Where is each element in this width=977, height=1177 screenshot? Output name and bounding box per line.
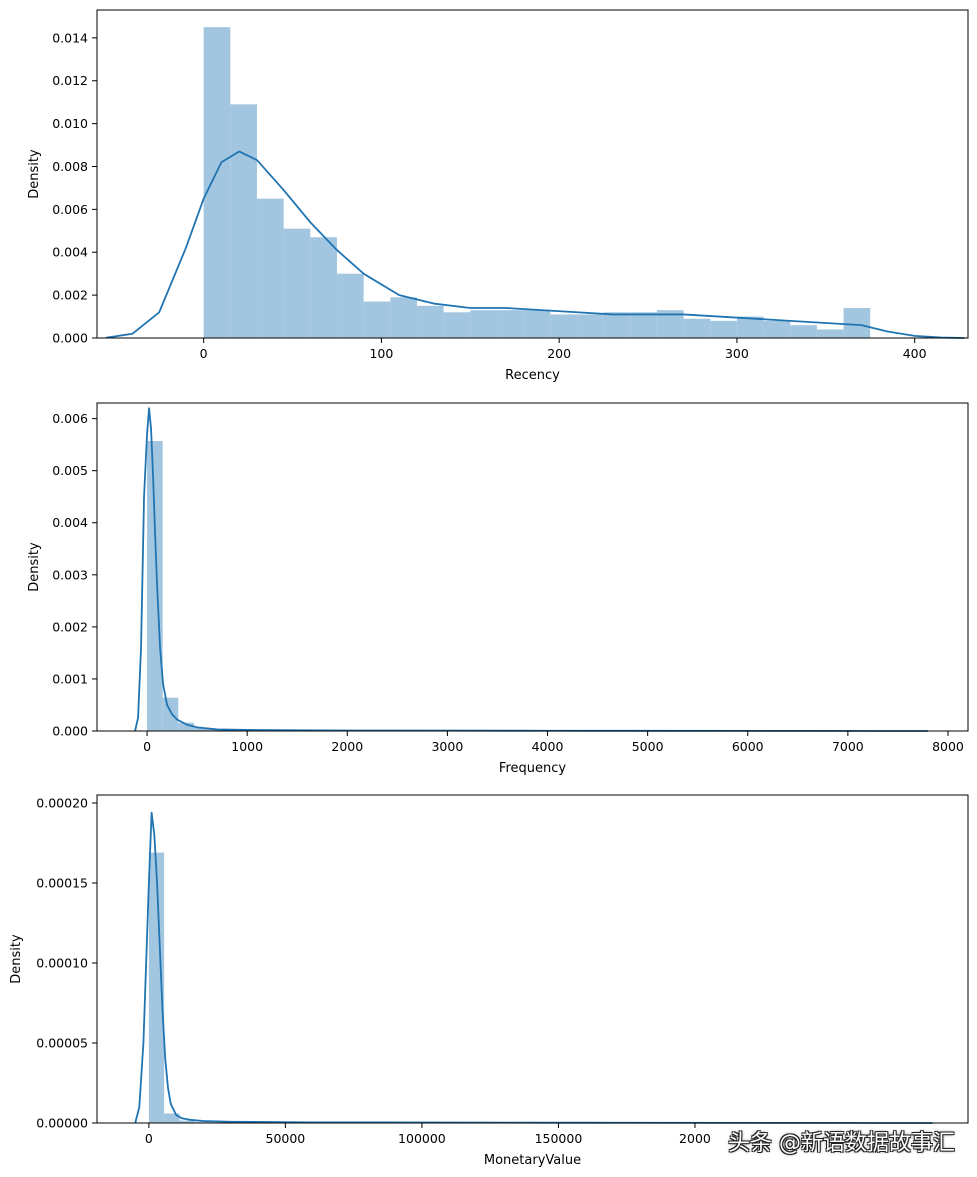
x-tick-label: 0 xyxy=(145,1131,153,1146)
x-tick-label: 100000 xyxy=(398,1131,446,1146)
x-tick-label: 6000 xyxy=(732,739,764,754)
histogram-bar xyxy=(603,312,631,338)
kde-line xyxy=(134,811,933,1124)
histogram-bar xyxy=(630,312,657,338)
monetary-value-plot: 0 50000 100000 150000 2000 0.00000 0.00005 0.00… xyxy=(9,794,969,1168)
recency-plot: 0 100 200 300 400 0.000 0.002 0.004 0.006 0.008 0.… xyxy=(27,9,969,383)
y-tick-label: 0.014 xyxy=(52,30,88,45)
histogram-bar xyxy=(443,312,471,338)
x-tick-label: 3000 xyxy=(431,739,463,754)
axes-frame xyxy=(96,9,969,339)
histogram-bar xyxy=(148,852,165,1123)
histogram-bar xyxy=(416,305,444,338)
y-tick-label: 0.001 xyxy=(52,671,88,686)
x-tick-label: 0 xyxy=(143,739,151,754)
histogram-bar xyxy=(164,1113,180,1123)
histogram-bar xyxy=(283,228,311,338)
y-axis-label: Density xyxy=(27,542,42,592)
histogram-bar xyxy=(203,27,231,338)
y-tick-label: 0.012 xyxy=(52,73,88,88)
x-tick-label: 100 xyxy=(369,346,393,361)
histogram-bar xyxy=(193,727,210,731)
kde-line xyxy=(134,407,928,732)
y-tick-label: 0.004 xyxy=(52,245,88,260)
kde-line xyxy=(105,150,965,339)
y-tick-label: 0.006 xyxy=(52,202,88,217)
y-tick-label: 0.002 xyxy=(52,288,88,303)
x-tick-label: 0 xyxy=(200,346,208,361)
x-tick-label: 2000 xyxy=(679,1131,711,1146)
histogram-bar xyxy=(256,198,284,338)
x-tick-label: 150000 xyxy=(535,1131,583,1146)
x-tick-label: 300 xyxy=(725,346,749,361)
y-axis-label: Density xyxy=(27,149,42,199)
histogram-bar xyxy=(710,320,737,338)
axes-frame xyxy=(96,402,969,732)
histogram-bar xyxy=(816,329,844,338)
y-tick-label: 0.00005 xyxy=(36,1036,88,1051)
y-tick-label: 0.002 xyxy=(52,619,88,634)
y-tick-label: 0.005 xyxy=(52,463,88,478)
histogram-bar xyxy=(363,301,391,338)
histogram-bar xyxy=(178,722,194,731)
x-tick-label: 400 xyxy=(903,346,927,361)
histogram-bar xyxy=(790,325,817,338)
x-tick-label: 200 xyxy=(547,346,571,361)
y-tick-label: 0.004 xyxy=(52,515,88,530)
y-tick-label: 0.000 xyxy=(52,331,88,346)
x-tick-label: 4000 xyxy=(532,739,564,754)
histogram-bar xyxy=(390,297,417,338)
histogram-bar xyxy=(496,310,524,338)
x-axis-label: Frequency xyxy=(499,761,566,776)
y-axis-label: Density xyxy=(9,934,24,984)
histogram-bar xyxy=(162,697,179,731)
histogram-bar xyxy=(470,310,497,338)
x-tick-label: 1000 xyxy=(231,739,263,754)
x-tick-label: 7000 xyxy=(832,739,864,754)
histogram-bar xyxy=(310,237,337,338)
y-tick-label: 0.00010 xyxy=(36,956,88,971)
histogram-bar xyxy=(179,1120,195,1123)
histogram-bar xyxy=(576,314,604,338)
y-tick-label: 0.008 xyxy=(52,159,88,174)
histogram-bar xyxy=(683,318,711,338)
histogram-bar xyxy=(550,314,577,338)
y-tick-label: 0.00015 xyxy=(36,876,88,891)
histogram-bar xyxy=(230,104,257,338)
y-tick-label: 0.006 xyxy=(52,411,88,426)
histogram-bar xyxy=(763,320,791,338)
frequency-plot: 0 1000 2000 3000 4000 5000 6000 7000 8000 0.000 0.… xyxy=(27,402,969,776)
x-axis-label: MonetaryValue xyxy=(484,1153,581,1168)
watermark-text: 头条 @新语数据故事汇 xyxy=(728,1131,955,1156)
x-tick-label: 50000 xyxy=(266,1131,306,1146)
y-tick-label: 0.003 xyxy=(52,567,88,582)
x-tick-label: 2000 xyxy=(331,739,363,754)
y-tick-label: 0.010 xyxy=(52,116,88,131)
x-tick-label: 8000 xyxy=(932,739,964,754)
x-axis-label: Recency xyxy=(505,368,560,383)
axes-frame xyxy=(96,794,969,1124)
y-tick-label: 0.00000 xyxy=(36,1116,88,1131)
histogram-bar xyxy=(736,316,764,338)
histogram-bar xyxy=(523,310,551,338)
histogram-bar xyxy=(336,273,364,338)
y-tick-label: 0.00020 xyxy=(36,796,88,811)
histogram-bar xyxy=(843,307,871,338)
x-tick-label: 5000 xyxy=(632,739,664,754)
histogram-bar xyxy=(147,441,163,731)
y-tick-label: 0.000 xyxy=(52,724,88,739)
